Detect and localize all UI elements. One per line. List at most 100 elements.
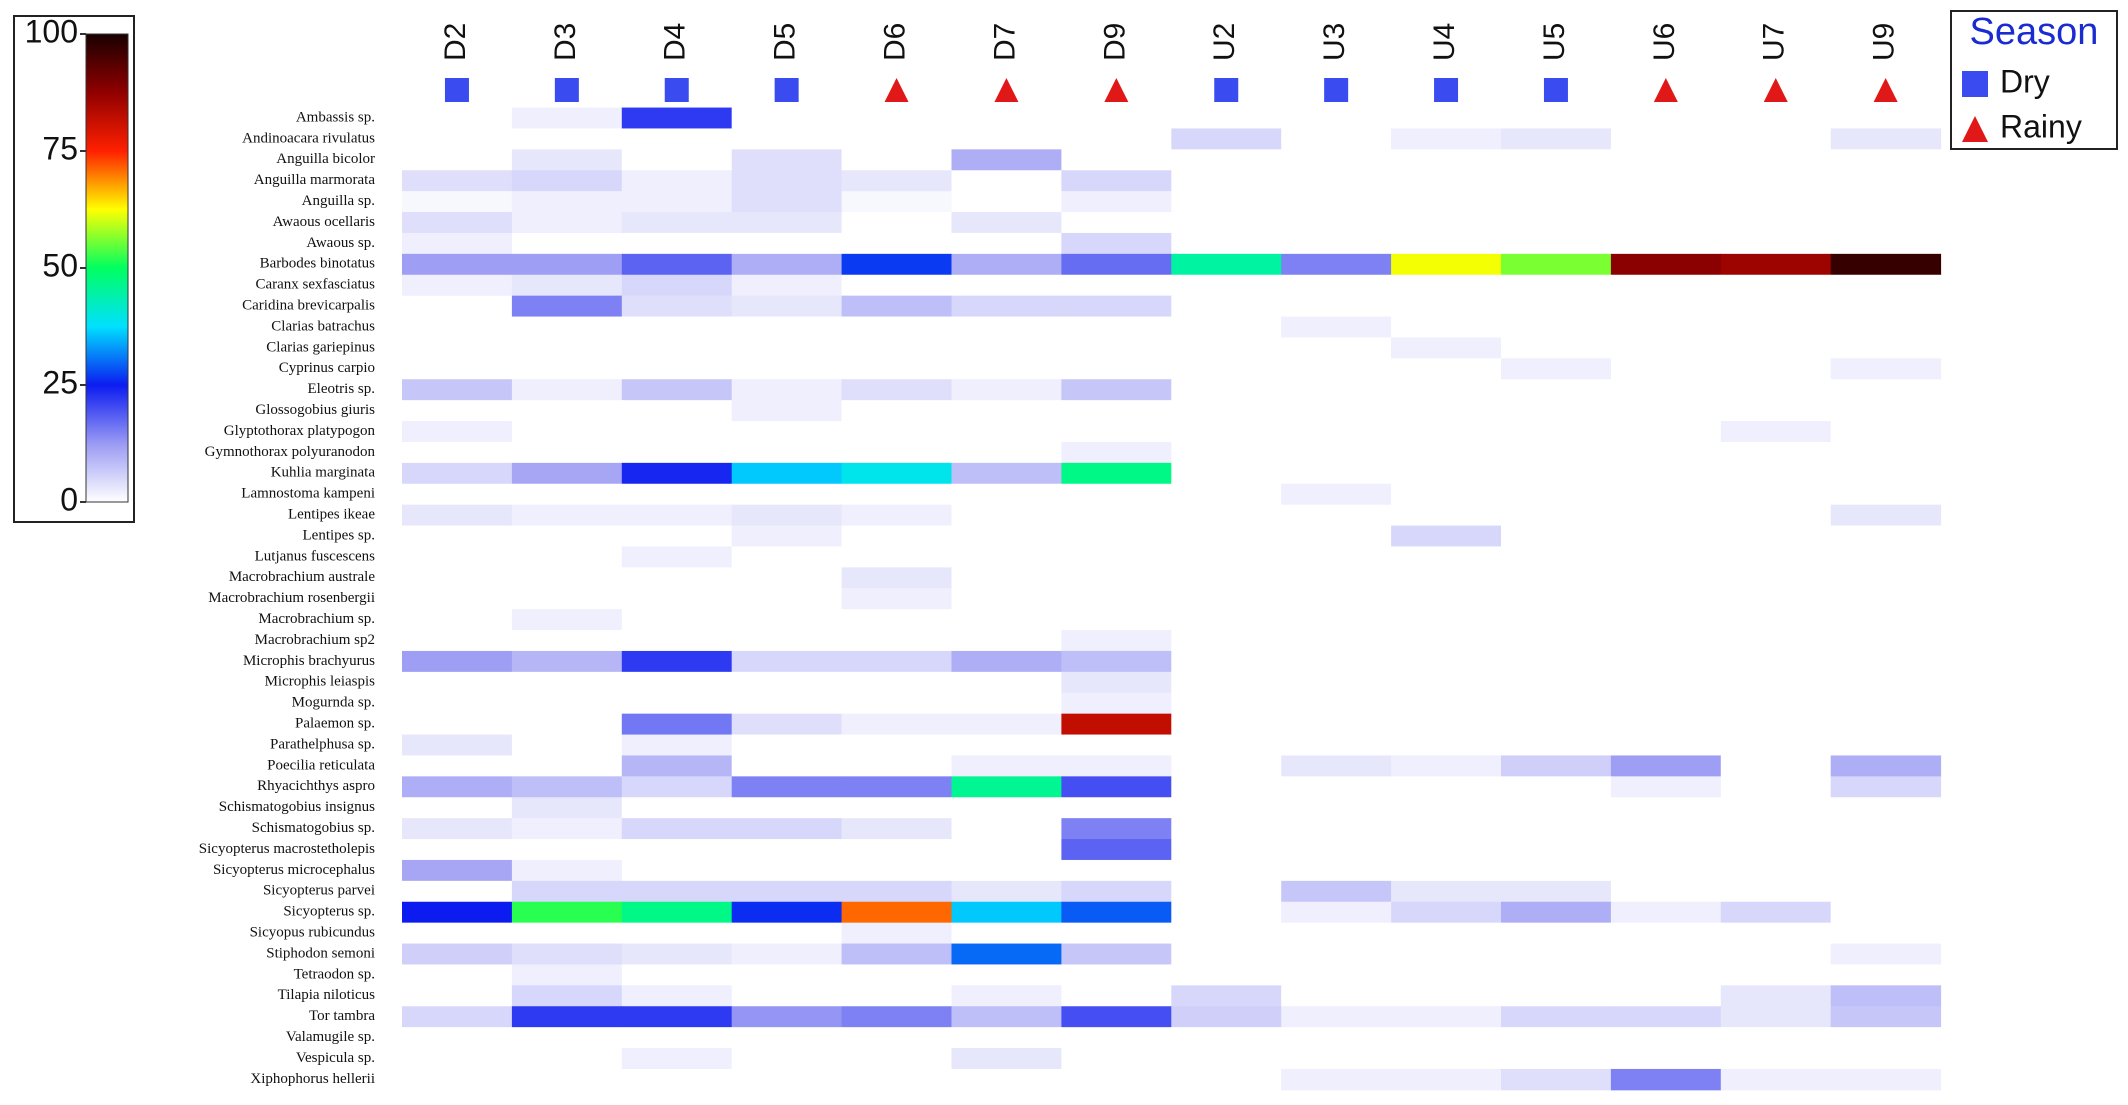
heatmap-cell	[841, 1027, 952, 1049]
heatmap-cell	[511, 128, 623, 150]
heatmap-cell	[1501, 755, 1612, 777]
heatmap-cell	[1610, 274, 1722, 297]
heatmap-cell	[1061, 609, 1172, 631]
heatmap-cell	[1391, 316, 1502, 338]
heatmap-cell	[951, 1006, 1062, 1028]
heatmap-cell	[1501, 483, 1612, 506]
heatmap-cell	[1281, 650, 1392, 673]
heatmap-cell	[511, 462, 623, 485]
heatmap-cell	[1391, 212, 1502, 234]
heatmap-cell	[1391, 1027, 1502, 1049]
heatmap-cell	[1171, 191, 1282, 213]
heatmap-cell	[841, 713, 952, 736]
heatmap-cell	[1281, 797, 1392, 819]
row-label: Stiphodon semoni	[266, 945, 375, 961]
heatmap-cell	[1610, 170, 1722, 192]
row-label: Lentipes ikeae	[288, 507, 375, 523]
heatmap-cell	[951, 316, 1062, 338]
heatmap-cell	[1830, 776, 1942, 798]
heatmap-cell	[1391, 985, 1502, 1007]
heatmap-cell	[1171, 253, 1282, 276]
heatmap-cell	[511, 525, 623, 547]
heatmap-cell	[841, 671, 952, 694]
heatmap-cell	[1501, 1027, 1612, 1049]
heatmap-cell	[731, 943, 843, 965]
row-label: Lentipes sp.	[303, 527, 376, 543]
heatmap-cell	[402, 253, 513, 276]
heatmap-cell	[1720, 295, 1832, 318]
heatmap-cell	[1501, 128, 1612, 150]
season-marker	[1763, 78, 1788, 102]
heatmap-cell	[1281, 191, 1392, 213]
legend-marker	[1962, 116, 1988, 142]
heatmap-cell	[1830, 107, 1942, 129]
row-label: Eleotris sp.	[308, 381, 376, 397]
heatmap-cell	[1171, 567, 1282, 589]
heatmap-cell	[1830, 818, 1942, 840]
heatmap-cell	[1720, 859, 1832, 882]
heatmap-cell	[951, 441, 1062, 464]
heatmap-cell	[402, 191, 513, 213]
heatmap-cell	[1061, 170, 1172, 192]
heatmap-cell	[1830, 588, 1942, 610]
heatmap-cell	[511, 922, 623, 945]
heatmap-cell	[1501, 797, 1612, 819]
heatmap-cell	[1391, 170, 1502, 192]
heatmap-cell	[621, 964, 733, 986]
heatmap-cell	[1610, 441, 1722, 464]
heatmap-cell	[1171, 922, 1282, 945]
heatmap-cell	[511, 212, 623, 234]
heatmap-cell	[1061, 755, 1172, 777]
heatmap-cell	[731, 546, 843, 568]
heatmap-cell	[621, 609, 733, 631]
heatmap-cell	[951, 839, 1062, 861]
heatmap-cell	[1720, 1027, 1832, 1049]
heatmap-cell	[402, 922, 513, 945]
heatmap-cell	[731, 483, 843, 506]
heatmap-cell	[731, 191, 843, 213]
heatmap-cell	[1501, 588, 1612, 610]
row-label: Tetraodon sp.	[294, 966, 375, 982]
row-label: Sicyopterus sp.	[283, 904, 375, 920]
heatmap-cell	[402, 1068, 513, 1091]
heatmap-cell	[1281, 1006, 1392, 1028]
heatmap-cell	[951, 462, 1062, 485]
heatmap-cell	[951, 379, 1062, 401]
heatmap-cell	[951, 943, 1062, 965]
heatmap-cell	[1830, 880, 1942, 903]
heatmap-cell	[1830, 421, 1942, 443]
heatmap-cell	[1061, 818, 1172, 840]
heatmap-cell	[841, 128, 952, 150]
heatmap-cell	[1501, 295, 1612, 318]
heatmap-cell	[1610, 943, 1722, 965]
heatmap-cell	[1281, 295, 1392, 318]
heatmap-cell	[731, 1068, 843, 1091]
heatmap-cell	[1501, 713, 1612, 736]
heatmap-cell	[731, 128, 843, 150]
heatmap-cell	[1610, 797, 1722, 819]
heatmap-cell	[402, 839, 513, 861]
heatmap-cell	[1061, 149, 1172, 171]
heatmap-cell	[511, 964, 623, 986]
column-label: U2	[1208, 23, 1241, 61]
heatmap-cell	[1501, 859, 1612, 882]
heatmap-cell	[1720, 671, 1832, 694]
heatmap-cell	[1061, 1006, 1172, 1028]
heatmap-cell	[951, 922, 1062, 945]
heatmap-cell	[1391, 191, 1502, 213]
heatmap-cell	[841, 253, 952, 276]
heatmap-cell	[621, 421, 733, 443]
heatmap-cell	[1830, 316, 1942, 338]
heatmap-cell	[951, 588, 1062, 610]
heatmap-cell	[1281, 734, 1392, 756]
heatmap-cell	[1391, 253, 1502, 276]
heatmap-cell	[731, 630, 843, 652]
heatmap-cell	[1501, 191, 1612, 213]
heatmap-cell	[1171, 713, 1282, 736]
heatmap-cell	[731, 421, 843, 443]
heatmap-cell	[1830, 1027, 1942, 1049]
heatmap-cell	[402, 1048, 513, 1070]
heatmap-cell	[621, 859, 733, 882]
heatmap-cell	[841, 149, 952, 171]
